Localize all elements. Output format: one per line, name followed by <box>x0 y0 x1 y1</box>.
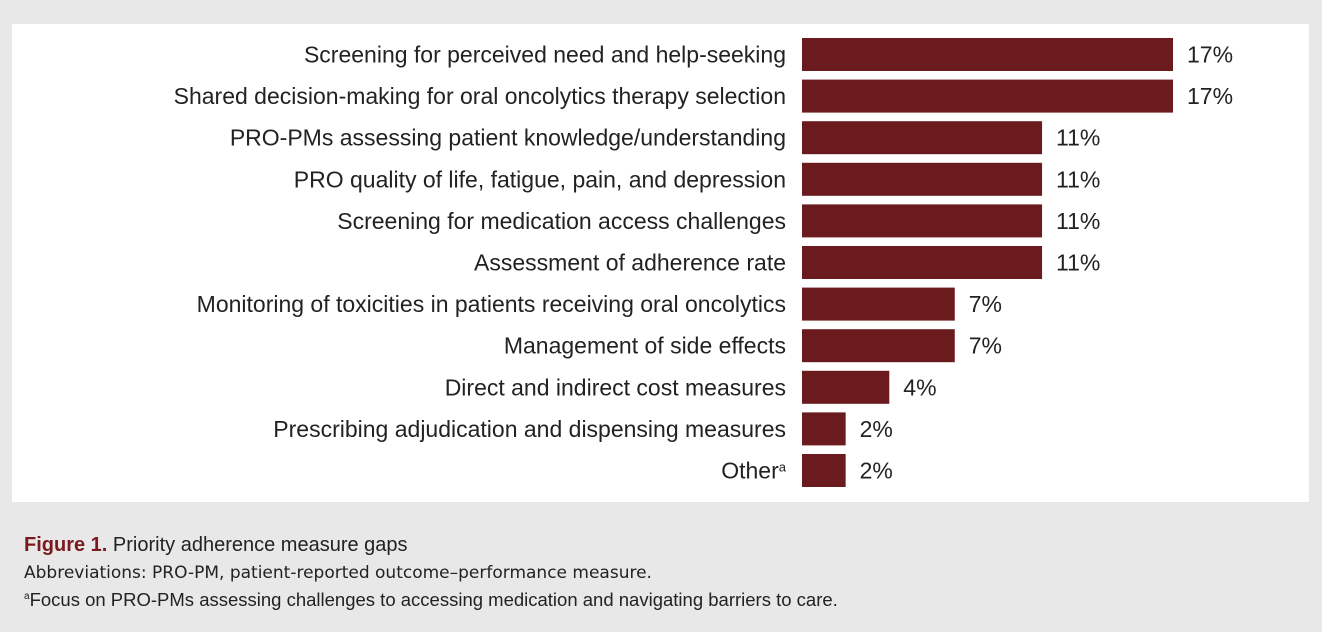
value-label: 17% <box>1187 83 1233 109</box>
category-label: PRO quality of life, fatigue, pain, and … <box>294 166 786 192</box>
category-label: Assessment of adherence rate <box>474 250 786 276</box>
category-label: Othera <box>721 458 787 484</box>
footnote: aFocus on PRO-PMs assessing challenges t… <box>24 586 1304 611</box>
value-label: 7% <box>969 291 1002 317</box>
value-label: 11% <box>1056 125 1100 151</box>
category-label: Screening for perceived need and help-se… <box>304 42 786 68</box>
category-label: Direct and indirect cost measures <box>445 374 786 400</box>
bar <box>802 287 955 321</box>
value-label: 17% <box>1187 42 1233 68</box>
bar <box>802 412 846 446</box>
value-label: 11% <box>1056 250 1100 276</box>
category-superscript: a <box>779 459 787 474</box>
bar <box>802 121 1043 155</box>
chart-panel: Screening for perceived need and help-se… <box>12 24 1309 502</box>
bar-chart: Screening for perceived need and help-se… <box>174 38 1233 487</box>
category-label: Prescribing adjudication and dispensing … <box>273 416 786 442</box>
category-label: Screening for medication access challeng… <box>337 208 786 234</box>
bar <box>802 38 1173 71</box>
bar <box>802 329 955 363</box>
value-label: 4% <box>903 374 936 400</box>
abbreviations-note: Abbreviations: PRO-PM, patient-reported … <box>24 563 652 583</box>
caption-title-line: Figure 1. Priority adherence measure gap… <box>24 533 1304 557</box>
bar <box>802 246 1043 279</box>
bar <box>802 204 1043 238</box>
category-label: Management of side effects <box>504 333 786 359</box>
bar <box>802 79 1173 113</box>
value-label: 7% <box>969 333 1002 359</box>
value-label: 11% <box>1056 208 1100 234</box>
category-label: Monitoring of toxicities in patients rec… <box>197 291 786 317</box>
figure-caption: Figure 1. Priority adherence measure gap… <box>24 533 1304 611</box>
category-label: Shared decision-making for oral oncolyti… <box>174 83 786 109</box>
value-label: 2% <box>860 458 893 484</box>
value-label: 2% <box>860 416 893 442</box>
figure-label: Figure 1. <box>24 534 108 556</box>
footnote-text: Focus on PRO-PMs assessing challenges to… <box>29 589 838 610</box>
figure-title: Priority adherence measure gaps <box>112 534 408 556</box>
category-label: PRO-PMs assessing patient knowledge/unde… <box>230 125 786 151</box>
bar <box>802 370 890 404</box>
bar <box>802 454 846 487</box>
value-label: 11% <box>1056 166 1100 192</box>
footnote-mark: a <box>24 591 30 602</box>
bar <box>802 162 1043 196</box>
